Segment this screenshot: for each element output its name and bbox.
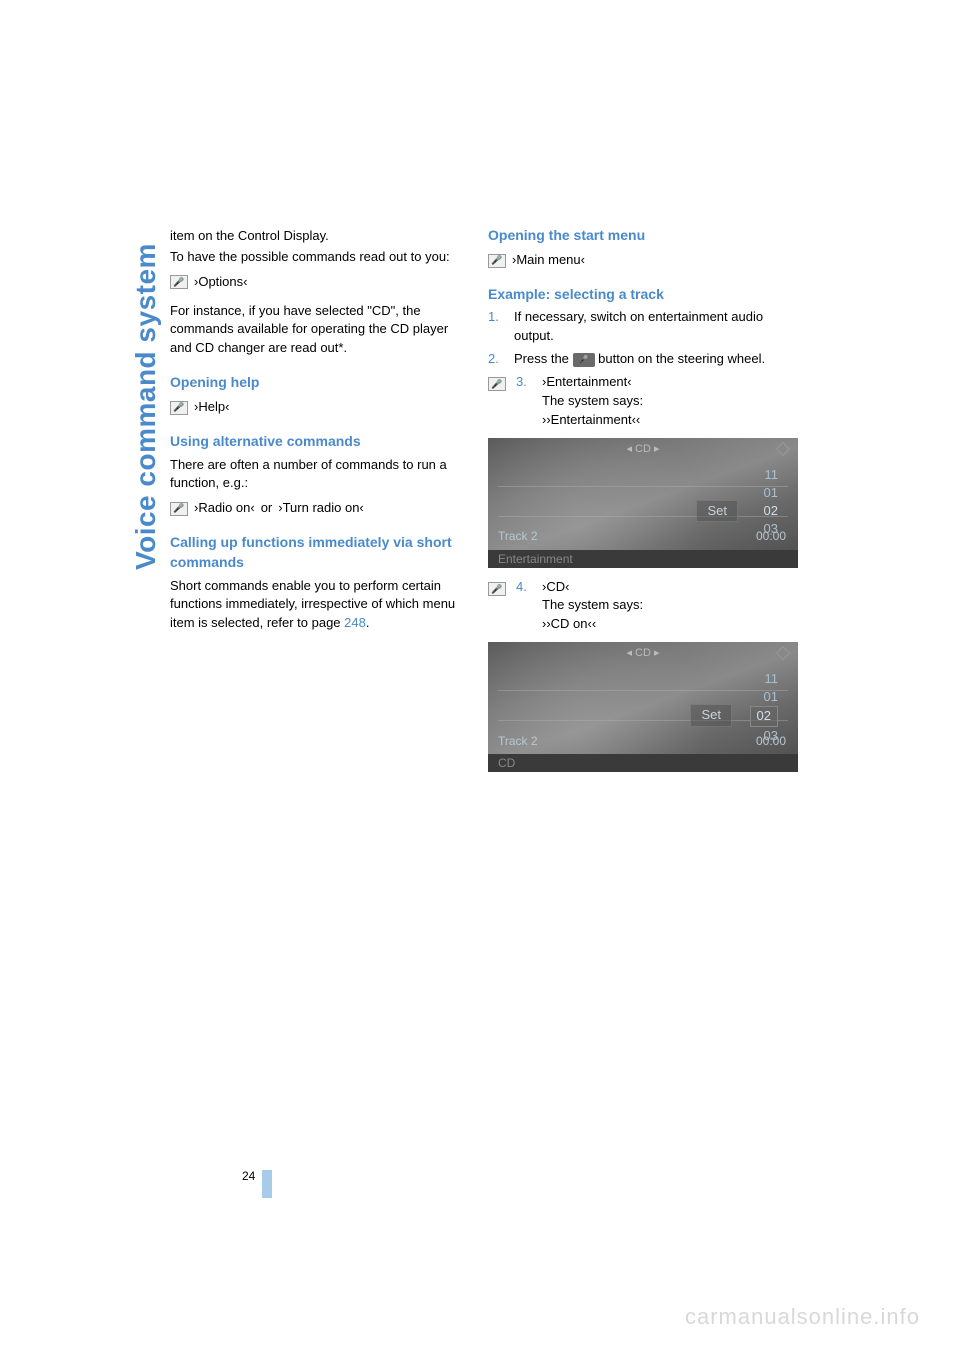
heading-opening-help: Opening help — [170, 372, 460, 392]
step-3-resp: ››Entertainment‹‹ — [542, 412, 640, 427]
or-text: or — [261, 499, 273, 518]
page-number: 24 — [242, 1169, 255, 1183]
command-options: 🎤 ›Options‹ — [170, 273, 460, 292]
time-label: 00:00 — [756, 528, 786, 545]
display-screenshot-cd: ◂ CD ▸ 11 01 02 03 Set Track 2 00:00 CD — [488, 642, 798, 772]
cd-paragraph: For instance, if you have selected "CD",… — [170, 302, 460, 359]
list-item-selected: 02 — [750, 706, 778, 726]
set-label: Set — [690, 704, 732, 727]
step-number: 3. — [516, 373, 532, 392]
display-screenshot-entertainment: ◂ CD ▸ 11 01 02 03 Set Track 2 00:00 Ent… — [488, 438, 798, 568]
step-body: Press the 🎤 button on the steering wheel… — [514, 350, 798, 369]
sidebar-section-title: Voice command system — [130, 243, 162, 570]
track-label: Track 2 — [498, 733, 538, 750]
command-text: ›Options‹ — [194, 273, 247, 292]
intro-line-1: item on the Control Display. — [170, 227, 460, 246]
command-radio: 🎤 ›Radio on‹ or ›Turn radio on‹ — [170, 499, 460, 518]
command-help: 🎤 ›Help‹ — [170, 398, 460, 417]
list-item: 11 — [764, 466, 778, 484]
step-body: ›Entertainment‹ The system says: ››Enter… — [542, 373, 798, 430]
list-item: 01 — [764, 484, 778, 502]
step-body: ›CD‹ The system says: ››CD on‹‹ — [542, 578, 798, 635]
command-text: ›Main menu‹ — [512, 251, 585, 270]
step-2: 2. Press the 🎤 button on the steering wh… — [488, 350, 798, 369]
step-4: 🎤 4. ›CD‹ The system says: ››CD on‹‹ — [488, 578, 798, 635]
mic-icon: 🎤 — [488, 582, 506, 596]
page-marker — [262, 1170, 272, 1198]
step-3-says: The system says: — [542, 393, 643, 408]
intro-line-2: To have the possible commands read out t… — [170, 248, 460, 267]
set-label: Set — [696, 500, 738, 523]
heading-short-commands: Calling up functions immediately via sho… — [170, 532, 460, 573]
step-body: If necessary, switch on entertainment au… — [514, 308, 798, 346]
main-content: item on the Control Display. To have the… — [170, 225, 800, 776]
heading-alternative-commands: Using alternative commands — [170, 431, 460, 451]
step-4-cmd: ›CD‹ — [542, 579, 569, 594]
alt-body: There are often a number of commands to … — [170, 456, 460, 494]
step-2a: Press the — [514, 351, 573, 366]
mic-icon: 🎤 — [170, 401, 188, 415]
scr-footer: CD — [488, 754, 798, 772]
list-item: 11 — [750, 670, 778, 688]
mic-icon: 🎤 — [170, 275, 188, 289]
step-number: 2. — [488, 350, 504, 369]
time-label: 00:00 — [756, 733, 786, 750]
step-4-resp: ››CD on‹‹ — [542, 616, 596, 631]
step-number: 1. — [488, 308, 504, 346]
heading-start-menu: Opening the start menu — [488, 225, 798, 245]
right-column: Opening the start menu 🎤 ›Main menu‹ Exa… — [488, 225, 798, 776]
step-number: 4. — [516, 578, 532, 597]
scr-footer: Entertainment — [488, 550, 798, 568]
step-2b: button on the steering wheel. — [595, 351, 766, 366]
watermark: carmanualsonline.info — [685, 1304, 920, 1330]
scr-topbar: ◂ CD ▸ — [488, 442, 798, 458]
command-main-menu: 🎤 ›Main menu‹ — [488, 251, 798, 270]
list-item: 01 — [750, 688, 778, 706]
step-3: 🎤 3. ›Entertainment‹ The system says: ››… — [488, 373, 798, 430]
left-column: item on the Control Display. To have the… — [170, 225, 460, 776]
page-link-248[interactable]: 248 — [344, 615, 366, 630]
short-body-b: . — [366, 615, 370, 630]
step-1: 1. If necessary, switch on entertainment… — [488, 308, 798, 346]
command-text: ›Turn radio on‹ — [278, 499, 364, 518]
step-4-says: The system says: — [542, 597, 643, 612]
command-text: ›Radio on‹ — [194, 499, 255, 518]
short-body-a: Short commands enable you to perform cer… — [170, 578, 455, 631]
step-3-cmd: ›Entertainment‹ — [542, 374, 632, 389]
short-body: Short commands enable you to perform cer… — [170, 577, 460, 634]
list-item: 02 — [764, 502, 778, 520]
mic-icon: 🎤 — [488, 377, 506, 391]
command-text: ›Help‹ — [194, 398, 229, 417]
scr-topbar: ◂ CD ▸ — [488, 646, 798, 662]
mic-icon: 🎤 — [488, 254, 506, 268]
steering-button-icon: 🎤 — [573, 353, 595, 367]
heading-example: Example: selecting a track — [488, 284, 798, 304]
mic-icon: 🎤 — [170, 502, 188, 516]
track-label: Track 2 — [498, 528, 538, 545]
